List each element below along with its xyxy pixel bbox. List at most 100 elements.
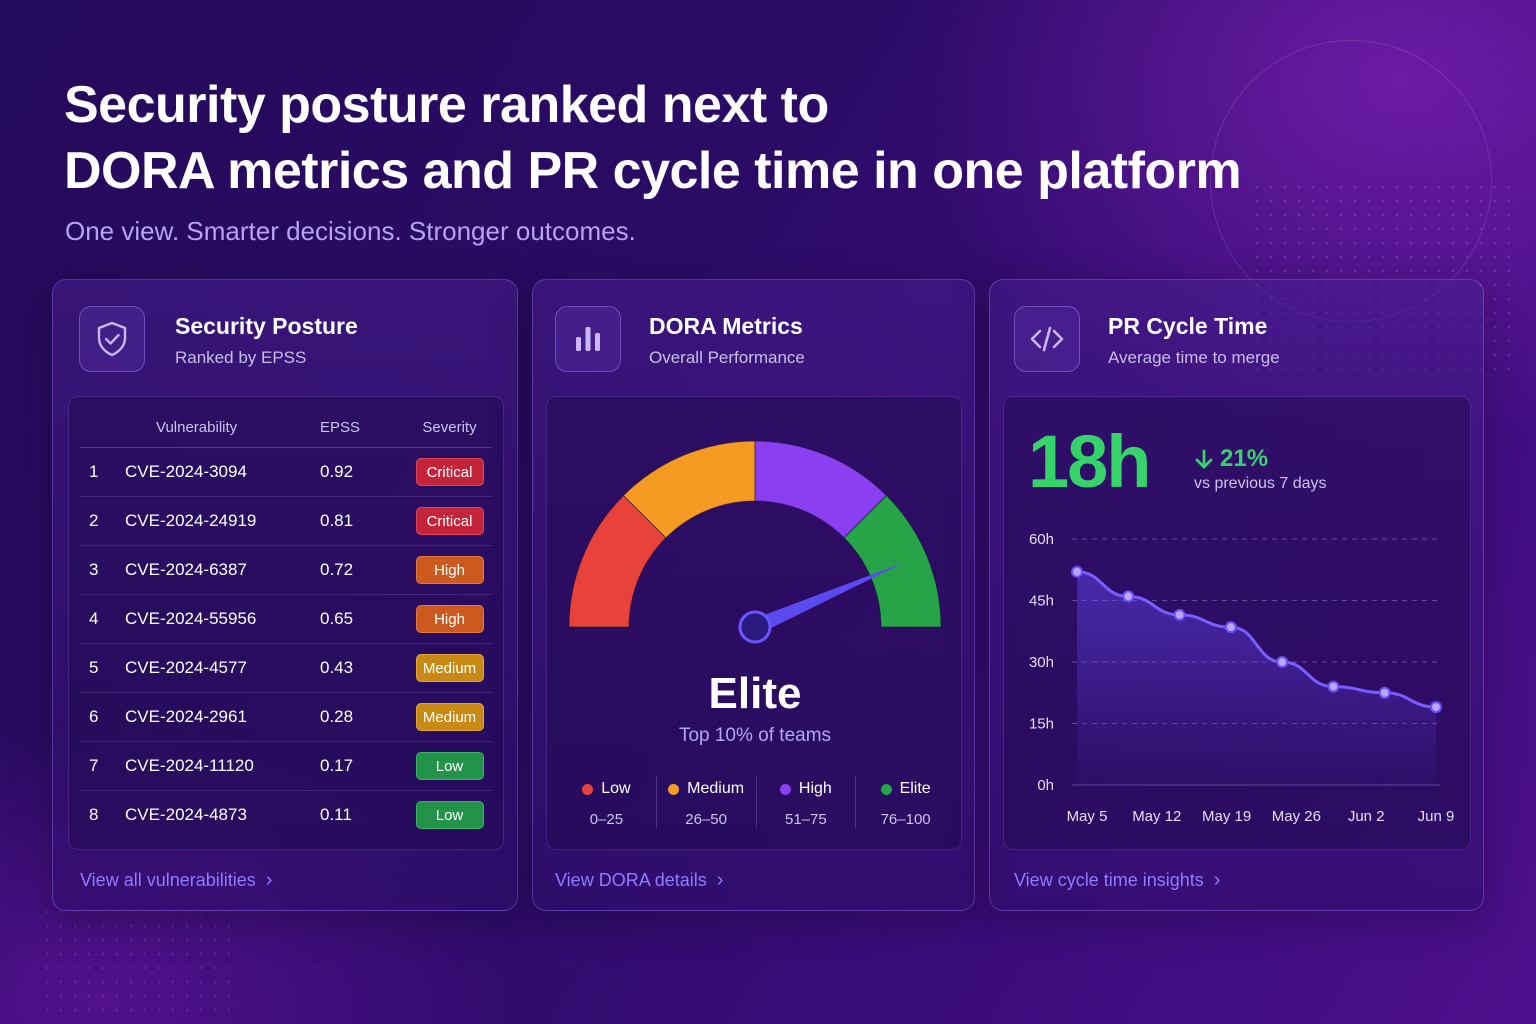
cycle-time-delta: 21%: [1194, 445, 1268, 473]
row-severity: Low: [407, 801, 492, 829]
x-tick-label: May 19: [1202, 808, 1251, 825]
data-point[interactable]: [1173, 608, 1186, 621]
data-point[interactable]: [1122, 590, 1135, 603]
severity-badge: High: [415, 556, 484, 584]
cycle-time-value: 18h: [1028, 420, 1152, 503]
table-row[interactable]: 5 CVE-2024-4577 0.43 Medium: [80, 644, 492, 693]
chevron-right-icon: ›: [1213, 868, 1221, 891]
table-row[interactable]: 2 CVE-2024-24919 0.81 Critical: [80, 497, 492, 546]
x-tick-label: May 26: [1272, 808, 1321, 825]
legend-label: Elite: [899, 780, 931, 797]
legend-color-dot: [880, 783, 892, 795]
gauge-legend: Low 0–25 Medium 26–50 High 51–75 Elite 76–100: [557, 775, 955, 828]
severity-badge: Medium: [415, 703, 484, 731]
y-tick-label: 0h: [1037, 777, 1054, 794]
legend-name: Medium: [657, 775, 756, 803]
delta-value: 21%: [1220, 445, 1269, 472]
row-epss-score: 0.65: [320, 609, 354, 628]
column-header-severity: Severity: [422, 418, 477, 436]
row-severity: Critical: [407, 458, 492, 486]
gauge-description: Top 10% of teams: [678, 725, 832, 746]
row-epss-score: 0.92: [320, 462, 354, 481]
table-row[interactable]: 7 CVE-2024-11120 0.17 Low: [80, 742, 492, 791]
x-tick-label: Jun 9: [1418, 808, 1455, 825]
row-epss-score: 0.17: [320, 756, 354, 775]
data-point[interactable]: [1430, 701, 1442, 714]
x-tick-label: May 12: [1132, 808, 1181, 825]
legend-range: 76–100: [880, 811, 931, 828]
row-cve-id: CVE-2024-3094: [125, 462, 247, 481]
security-posture-card: Security Posture Ranked by EPSS Vulnerab…: [52, 279, 518, 911]
table-header: Vulnerability EPSS Severity: [80, 407, 492, 448]
row-cve-id: CVE-2024-2961: [125, 707, 247, 726]
row-rank: 7: [89, 756, 99, 775]
y-tick-label: 15h: [1029, 716, 1054, 733]
row-rank: 6: [89, 707, 99, 726]
dora-gauge: [568, 440, 942, 644]
x-tick-label: May 5: [1067, 808, 1108, 825]
table-row[interactable]: 1 CVE-2024-3094 0.92 Critical: [80, 448, 492, 497]
legend-name: High: [757, 775, 856, 803]
row-epss-score: 0.28: [320, 707, 354, 726]
severity-badge: Critical: [415, 507, 484, 535]
legend-label: Medium: [687, 780, 745, 797]
legend-item: Elite 76–100: [855, 775, 955, 828]
table-row[interactable]: 6 CVE-2024-2961 0.28 Medium: [80, 693, 492, 742]
y-tick-label: 30h: [1029, 654, 1054, 671]
gauge-value-label: Elite: [708, 669, 802, 718]
legend-range: 26–50: [685, 811, 727, 828]
row-severity: High: [407, 605, 492, 633]
severity-badge: High: [415, 605, 484, 633]
view-dora-details-link[interactable]: View DORA details ›: [555, 870, 723, 891]
severity-badge: Low: [415, 752, 484, 780]
dora-metrics-card: DORA Metrics Overall Performance Elite T…: [532, 279, 975, 911]
table-body: 1 CVE-2024-3094 0.92 Critical 2 CVE-2024-2491…: [80, 448, 492, 839]
card-subtitle: Overall Performance: [649, 348, 805, 367]
y-tick-label: 45h: [1029, 593, 1054, 610]
data-point[interactable]: [1224, 621, 1237, 634]
delta-note: vs previous 7 days: [1194, 475, 1327, 492]
card-title: Security Posture: [175, 313, 358, 339]
legend-range: 51–75: [785, 811, 827, 828]
data-point[interactable]: [1071, 565, 1083, 578]
row-cve-id: CVE-2024-4577: [125, 658, 247, 677]
row-severity: Low: [407, 752, 492, 780]
data-point[interactable]: [1327, 680, 1340, 693]
pr-cycle-time-card: PR Cycle Time Average time to merge 18h …: [989, 279, 1484, 911]
legend-color-dot: [779, 783, 791, 795]
row-cve-id: CVE-2024-4873: [125, 805, 247, 824]
view-all-vulnerabilities-link[interactable]: View all vulnerabilities ›: [80, 870, 272, 891]
row-rank: 1: [89, 462, 99, 481]
card-subtitle: Ranked by EPSS: [175, 348, 307, 367]
column-header-epss: EPSS: [320, 418, 361, 436]
row-rank: 8: [89, 805, 99, 824]
table-row[interactable]: 3 CVE-2024-6387 0.72 High: [80, 546, 492, 595]
gauge-segment-elite: [843, 494, 942, 628]
row-cve-id: CVE-2024-24919: [125, 511, 257, 530]
view-cycle-time-insights-link[interactable]: View cycle time insights ›: [1014, 870, 1220, 891]
page-title-line-2: DORA metrics and PR cycle time in one pl…: [64, 142, 1242, 200]
card-subtitle: Average time to merge: [1108, 348, 1280, 367]
table-row[interactable]: 4 CVE-2024-55956 0.65 High: [80, 595, 492, 644]
code-brackets-icon: [1014, 306, 1080, 372]
column-header-vulnerability: Vulnerability: [156, 418, 238, 436]
y-tick-label: 60h: [1029, 531, 1054, 548]
gauge-hub: [738, 610, 772, 644]
legend-item: Medium 26–50: [655, 775, 756, 828]
data-point[interactable]: [1276, 656, 1289, 668]
vulnerability-table-panel: Vulnerability EPSS Severity 1 CVE-2024-30…: [68, 396, 504, 850]
page-title-line-1: Security posture ranked next to: [64, 76, 829, 134]
link-label: View all vulnerabilities: [80, 870, 256, 890]
arrow-down-icon: [1195, 449, 1213, 469]
data-point[interactable]: [1378, 686, 1391, 699]
table-row[interactable]: 8 CVE-2024-4873 0.11 Low: [80, 791, 492, 839]
row-rank: 2: [89, 511, 99, 530]
card-title: PR Cycle Time: [1108, 313, 1268, 339]
legend-name: Elite: [856, 775, 955, 803]
row-epss-score: 0.72: [320, 560, 354, 579]
severity-badge: Low: [415, 801, 484, 829]
x-tick-label: Jun 2: [1348, 808, 1385, 825]
bar-chart-icon: [555, 306, 621, 372]
legend-label: Low: [601, 780, 631, 797]
row-rank: 4: [89, 609, 99, 628]
